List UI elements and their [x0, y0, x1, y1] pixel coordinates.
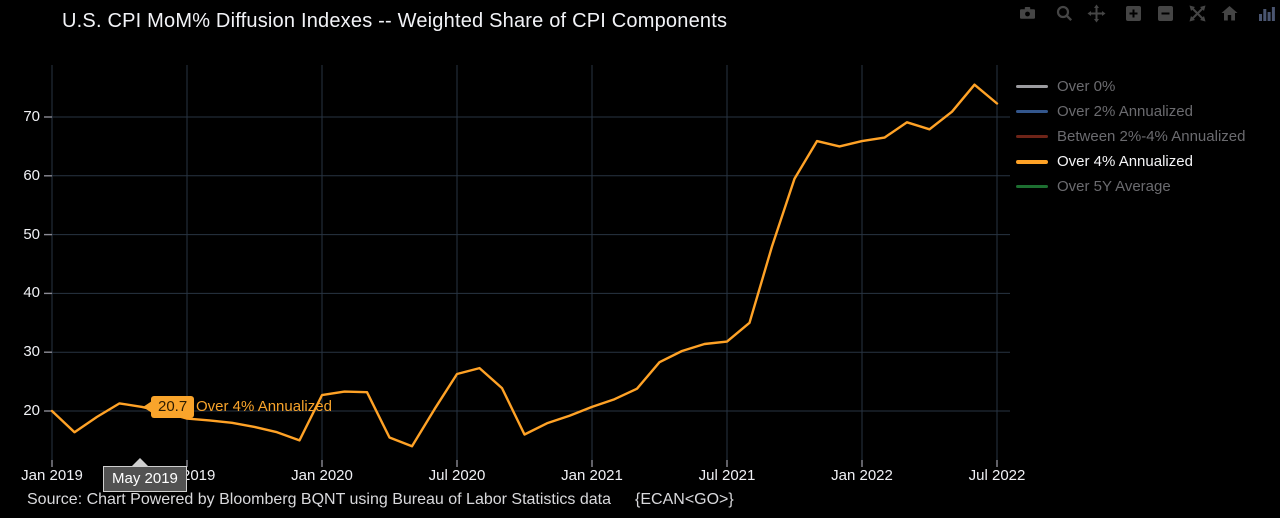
legend-item-label: Over 5Y Average — [1057, 178, 1171, 195]
plotly-logo-icon[interactable] — [1256, 3, 1276, 23]
legend-item-between-2-4-annualized[interactable]: Between 2%-4% Annualized — [1016, 124, 1245, 149]
source-line: Source: Chart Powered by Bloomberg BQNT … — [27, 491, 734, 509]
legend-item-label: Over 4% Annualized — [1057, 153, 1193, 170]
x-axis-hover-label: May 2019 — [103, 466, 187, 492]
plotly-modebar — [1017, 3, 1276, 23]
y-tick-label: 60 — [23, 166, 40, 184]
legend: Over 0% Over 2% Annualized Between 2%-4% A… — [1016, 74, 1245, 199]
legend-item-over-2-annualized[interactable]: Over 2% Annualized — [1016, 99, 1245, 124]
legend-line-swatch-icon — [1016, 85, 1048, 88]
autoscale-icon[interactable] — [1187, 3, 1207, 23]
x-tick-label: Jul 2020 — [428, 467, 486, 484]
zoom-out-icon[interactable] — [1155, 3, 1175, 23]
legend-item-label: Between 2%-4% Annualized — [1057, 128, 1246, 145]
y-tick-label: 30 — [23, 343, 40, 361]
x-tick-label: Jan 2019 — [21, 467, 83, 484]
terminal-code: {ECAN<GO>} — [635, 491, 734, 508]
legend-item-over-5y-average[interactable]: Over 5Y Average — [1016, 174, 1245, 199]
legend-line-swatch-icon — [1016, 159, 1048, 164]
legend-item-over-0-[interactable]: Over 0% — [1016, 74, 1245, 99]
hover-series-label: Over 4% Annualized — [196, 398, 332, 415]
legend-item-label: Over 0% — [1057, 78, 1116, 95]
x-tick-label: Jul 2021 — [698, 467, 756, 484]
trace-over-4-annualized[interactable] — [50, 83, 999, 448]
hover-value-flag: 20.7 — [151, 396, 195, 418]
legend-item-over-4-annualized[interactable]: Over 4% Annualized — [1016, 149, 1245, 174]
x-tick-label: Jan 2021 — [561, 467, 623, 484]
source-text: Source: Chart Powered by Bloomberg BQNT … — [27, 491, 612, 508]
x-tick-label: Jan 2020 — [291, 467, 353, 484]
chart-title: U.S. CPI MoM% Diffusion Indexes -- Weigh… — [62, 10, 728, 32]
pan-icon[interactable] — [1086, 3, 1106, 23]
legend-line-swatch-icon — [1016, 185, 1048, 188]
legend-item-label: Over 2% Annualized — [1057, 103, 1193, 120]
zoom-icon[interactable] — [1054, 3, 1074, 23]
legend-line-swatch-icon — [1016, 135, 1048, 138]
legend-line-swatch-icon — [1016, 110, 1048, 113]
hover-flag-caret-icon — [143, 401, 152, 413]
axis-hover-caret-icon — [132, 458, 148, 466]
y-tick-label: 20 — [23, 402, 40, 419]
x-tick-label: Jan 2022 — [831, 467, 893, 484]
y-tick-label: 70 — [23, 108, 40, 125]
y-tick-label: 40 — [23, 284, 40, 302]
zoom-in-icon[interactable] — [1123, 3, 1143, 23]
reset-axes-home-icon[interactable] — [1219, 3, 1239, 23]
camera-icon[interactable] — [1017, 3, 1037, 23]
y-tick-label: 50 — [23, 225, 40, 243]
x-tick-label: Jul 2022 — [968, 467, 1026, 484]
